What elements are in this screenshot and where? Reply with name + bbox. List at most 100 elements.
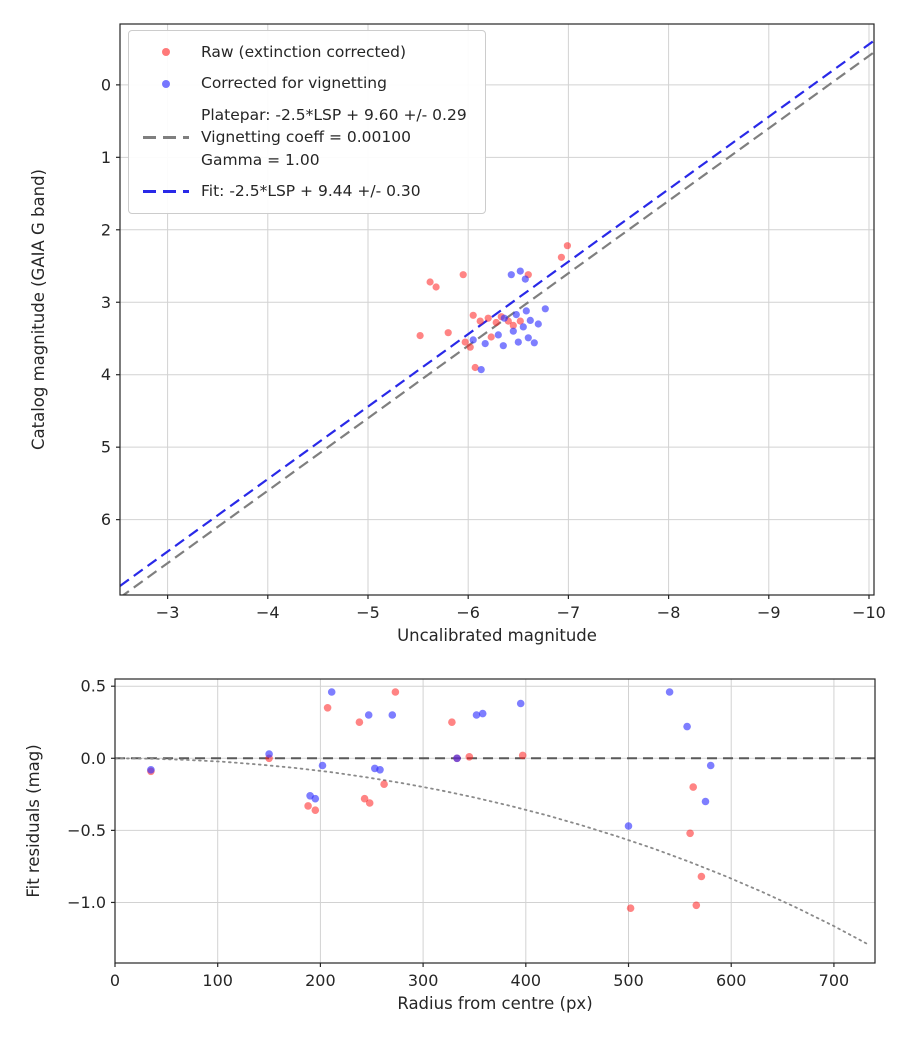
raw-point <box>484 314 492 322</box>
x-tick-label: −4 <box>256 603 280 622</box>
raw-residuals-point <box>689 783 697 791</box>
corrected-residuals-point <box>311 794 320 803</box>
legend-label-raw: Raw (extinction corrected) <box>201 43 407 61</box>
corrected-residuals-point <box>364 711 373 719</box>
raw-point <box>492 318 500 327</box>
y-tick-label: −0.5 <box>67 821 106 840</box>
corrected-point <box>500 314 508 322</box>
legend-entry-raw: Raw (extinction corrected) <box>141 41 467 63</box>
x-tick-label: 400 <box>511 971 542 990</box>
corrected-residuals-point <box>327 688 336 696</box>
raw-residuals-point <box>323 704 332 712</box>
raw-residuals-point <box>465 753 474 761</box>
x-tick-label: −7 <box>557 603 581 622</box>
corrected-point <box>512 311 520 319</box>
y-tick-label: 0.0 <box>81 749 106 768</box>
raw-residuals-point <box>692 901 701 910</box>
axes-frame <box>114 678 876 964</box>
corrected-residuals-point <box>318 761 327 770</box>
corrected-point <box>526 316 534 324</box>
platepar-dashed-line-icon <box>141 136 191 139</box>
corrected-point <box>507 271 515 279</box>
raw-point <box>444 329 452 337</box>
raw-point-icon <box>141 48 191 57</box>
y-tick-label: 2 <box>101 220 111 239</box>
raw-residuals-point <box>518 751 527 760</box>
y-tick-label: 1 <box>101 148 111 167</box>
raw-point <box>509 321 517 329</box>
raw-residuals-point <box>355 718 364 726</box>
raw-residuals-point <box>304 802 312 810</box>
corrected-residuals-point <box>478 709 487 718</box>
legend-entry-platepar: Platepar: -2.5*LSP + 9.60 +/- 0.29 Vigne… <box>141 104 467 171</box>
x-tick-label: 100 <box>202 971 233 990</box>
x-axis-label: Uncalibrated magnitude <box>397 626 597 645</box>
raw-point <box>459 271 467 279</box>
corrected-point-icon <box>141 79 191 88</box>
corrected-residuals-point <box>683 722 691 731</box>
y-tick-label: −1.0 <box>67 893 106 912</box>
corrected-point <box>469 336 477 344</box>
corrected-residuals-point <box>147 766 155 774</box>
x-tick-label: 500 <box>613 971 644 990</box>
corrected-residuals-point <box>516 699 525 708</box>
corrected-series <box>469 267 549 374</box>
corrected-residuals-point <box>265 750 273 758</box>
x-tick-label: −5 <box>356 603 380 622</box>
corrected-point <box>514 338 522 346</box>
x-axis-label: Radius from centre (px) <box>397 994 592 1013</box>
raw-point <box>466 343 474 351</box>
corrected-residuals-series <box>147 688 715 830</box>
legend-label-vignetting: Corrected for vignetting <box>201 74 387 93</box>
raw-point <box>461 338 469 346</box>
corrected-point <box>521 275 529 283</box>
residuals-plot: 0 100 200 300 400 500 600 700 0.5 0.0 −0.5 −1.0 Radi… <box>24 677 876 1013</box>
raw-point <box>563 242 572 250</box>
y-axis-label: Fit residuals (mag) <box>24 744 43 897</box>
raw-residuals-series <box>147 688 706 912</box>
vignetting-model-curve <box>114 757 871 947</box>
raw-point <box>476 317 484 325</box>
legend-label-fit: Fit: -2.5*LSP + 9.44 +/- 0.30 <box>201 182 421 201</box>
corrected-point <box>534 320 542 328</box>
corrected-point <box>494 331 502 339</box>
corrected-residuals-point <box>472 711 481 719</box>
corrected-point <box>522 307 530 315</box>
y-tick-label: 0.5 <box>81 677 106 696</box>
raw-residuals-point <box>360 794 369 803</box>
corrected-point <box>519 323 527 331</box>
x-tick-label: −9 <box>757 603 781 622</box>
fit-dashed-line-icon <box>141 190 191 193</box>
raw-point <box>487 333 495 341</box>
y-tick-label: 4 <box>101 365 111 384</box>
x-tick-label: 300 <box>408 971 439 990</box>
raw-point <box>426 278 434 286</box>
x-tick-label: 600 <box>716 971 747 990</box>
legend-entry-vignetting: Corrected for vignetting <box>141 72 467 94</box>
x-tick-label: −8 <box>657 603 681 622</box>
corrected-residuals-point <box>701 797 710 806</box>
x-tick-label: 200 <box>305 971 336 990</box>
corrected-residuals-point <box>665 688 674 696</box>
raw-point <box>471 363 479 372</box>
raw-point <box>416 332 424 340</box>
raw-residuals-point <box>311 806 320 814</box>
raw-residuals-point <box>380 780 388 788</box>
corrected-residuals-point <box>624 822 633 830</box>
y-axis-label: Catalog magnitude (GAIA G band) <box>29 169 48 450</box>
y-tick-label: 5 <box>101 438 111 457</box>
y-tick-label: 0 <box>101 75 111 94</box>
x-tick-label: −6 <box>456 603 480 622</box>
y-tick-label: 6 <box>101 510 111 529</box>
legend-entry-fit: Fit: -2.5*LSP + 9.44 +/- 0.30 <box>141 180 467 202</box>
corrected-point <box>477 366 485 374</box>
corrected-residuals-point <box>706 761 715 770</box>
magnitude-plot: −3 −4 −5 −6 −7 −8 −9 −10 0 1 2 3 4 5 6 Uncalibrated mag… <box>29 23 886 645</box>
raw-point <box>557 253 566 261</box>
legend: Raw (extinction corrected) Corrected for… <box>128 30 486 214</box>
raw-point <box>432 283 440 291</box>
corrected-residuals-point <box>388 711 397 719</box>
corrected-point <box>499 342 507 350</box>
